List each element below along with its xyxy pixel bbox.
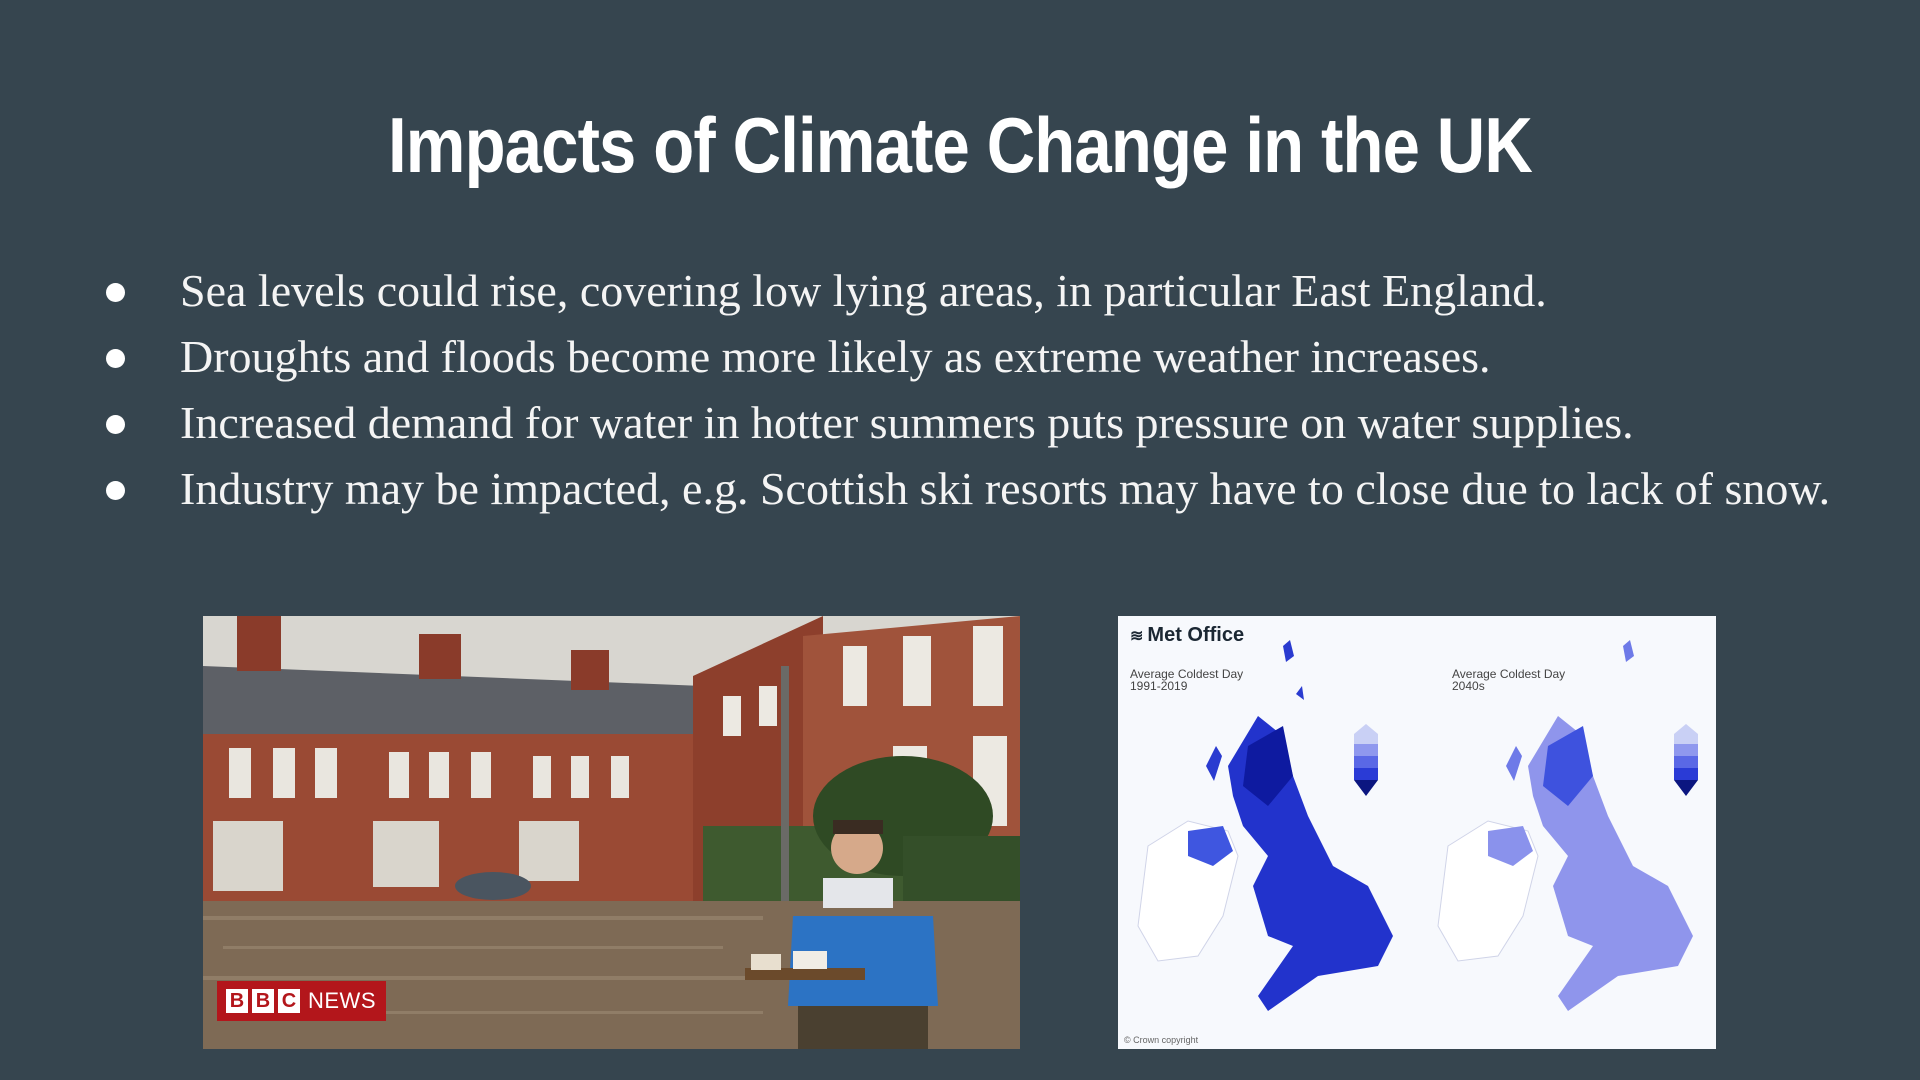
uk-temperature-maps	[1137, 640, 1698, 1011]
slide-title: Impacts of Climate Change in the UK	[388, 101, 1533, 189]
bbc-news-logo: B B C NEWS	[217, 981, 386, 1021]
bullet-list: Sea levels could rise, covering low lyin…	[100, 258, 1860, 522]
bbc-letter-b1: B	[226, 989, 248, 1013]
bbc-letter-c: C	[278, 989, 300, 1013]
bullet-icon	[106, 349, 125, 368]
bullet-text: Industry may be impacted, e.g. Scottish …	[180, 463, 1831, 514]
bullet-item: Droughts and floods become more likely a…	[100, 324, 1860, 390]
right-map-label-line1: Average Coldest Day	[1452, 667, 1566, 681]
bullet-icon	[106, 283, 125, 302]
bullet-item: Industry may be impacted, e.g. Scottish …	[100, 456, 1860, 522]
bullet-icon	[106, 481, 125, 500]
bullet-text: Sea levels could rise, covering low lyin…	[180, 265, 1547, 316]
map-copyright: © Crown copyright	[1124, 1035, 1199, 1045]
bullet-text: Droughts and floods become more likely a…	[180, 331, 1491, 382]
bbc-news-label: NEWS	[308, 988, 376, 1013]
flooded-street-illustration	[203, 616, 1020, 1049]
met-office-logo-text: Met Office	[1147, 624, 1245, 646]
bullet-text: Increased demand for water in hotter sum…	[180, 397, 1634, 448]
met-office-waves-icon: ≋	[1130, 627, 1144, 645]
flood-photo: B B C NEWS	[203, 616, 1020, 1049]
met-office-logo: ≋ Met Office	[1130, 624, 1244, 647]
right-map-label-line2: 2040s	[1452, 679, 1485, 693]
met-office-map: ≋ Met Office Average Coldest Day 1991-20…	[1118, 616, 1716, 1049]
left-map-label-line2: 1991-2019	[1130, 679, 1188, 693]
bullet-item: Increased demand for water in hotter sum…	[100, 390, 1860, 456]
right-map-label: Average Coldest Day 2040s	[1452, 668, 1565, 692]
bbc-letter-b2: B	[252, 989, 274, 1013]
bullet-item: Sea levels could rise, covering low lyin…	[100, 258, 1860, 324]
bullet-icon	[106, 415, 125, 434]
left-map-label-line1: Average Coldest Day	[1130, 667, 1244, 681]
left-map-label: Average Coldest Day 1991-2019	[1130, 668, 1243, 692]
